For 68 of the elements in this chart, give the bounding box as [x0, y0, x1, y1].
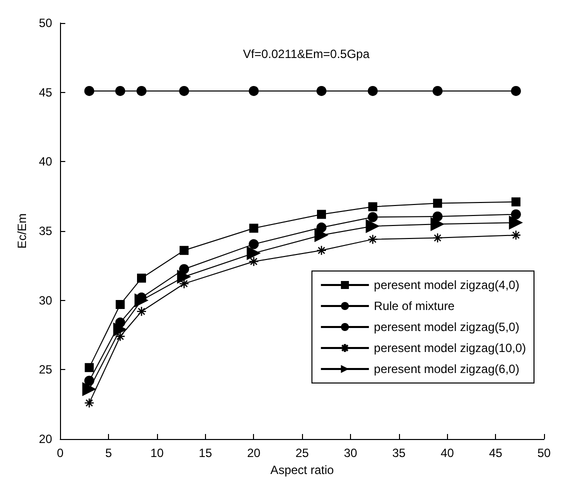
x-tick-label: 45 — [488, 446, 503, 460]
point — [134, 293, 149, 308]
point — [116, 300, 125, 309]
point — [248, 239, 259, 250]
point — [316, 245, 327, 256]
x-tick-label: 0 — [56, 446, 64, 460]
y-tick-label: 25 — [38, 362, 53, 377]
point — [84, 86, 94, 96]
point — [115, 331, 126, 342]
x-tick-label: 35 — [392, 446, 406, 460]
point — [432, 232, 443, 244]
point — [432, 86, 443, 96]
point — [84, 363, 94, 372]
point — [316, 222, 326, 233]
x-tick-label: 50 — [537, 446, 551, 460]
point — [113, 322, 128, 336]
y-tick-label: 50 — [38, 16, 53, 30]
y-tick-label: 45 — [38, 85, 53, 100]
legend-label: peresent model zigzag(5,0) — [374, 320, 520, 334]
legend-label: peresent model zigzag(10,0) — [374, 341, 526, 355]
x-tick-label: 10 — [150, 446, 164, 460]
point — [82, 382, 96, 396]
point — [136, 306, 147, 317]
point — [180, 246, 189, 255]
legend-label: peresent model zigzag(4,0) — [374, 278, 520, 292]
point — [510, 86, 521, 96]
point — [179, 264, 190, 274]
x-axis-title: Aspect ratio — [270, 462, 334, 477]
point — [368, 234, 378, 244]
y-tick-label: 35 — [38, 224, 53, 238]
point — [137, 274, 146, 283]
x-tick-label: 30 — [344, 446, 358, 460]
point — [508, 216, 523, 230]
x-tick-label: 20 — [247, 446, 261, 460]
point — [430, 217, 445, 232]
point — [248, 256, 259, 267]
point — [510, 209, 521, 220]
point — [368, 202, 378, 212]
y-tick-label: 20 — [38, 432, 53, 446]
point — [316, 86, 326, 96]
point — [178, 278, 190, 289]
legend-label: peresent model zigzag(6,0) — [374, 362, 520, 376]
point — [314, 228, 328, 242]
point — [249, 224, 258, 233]
x-tick-label: 15 — [198, 446, 212, 460]
y-tick-label: 30 — [38, 293, 53, 308]
annotation: Vf=0.0211&Em=0.5Gpa — [243, 47, 370, 61]
x-tick-label: 25 — [295, 446, 310, 460]
point — [432, 211, 443, 222]
point — [368, 86, 378, 96]
point — [177, 270, 192, 284]
point — [248, 86, 259, 96]
point — [433, 198, 442, 208]
point — [179, 86, 190, 96]
point — [511, 197, 520, 206]
point — [115, 86, 126, 96]
y-axis-title: Ec/Em — [15, 213, 29, 249]
x-tick-label: 5 — [105, 446, 112, 460]
point — [136, 86, 147, 96]
point — [368, 212, 378, 222]
x-tick-label: 40 — [440, 446, 454, 460]
legend-label: Rule of mixture — [374, 299, 455, 313]
point — [246, 246, 261, 260]
y-tick-label: 40 — [38, 154, 53, 169]
point — [316, 210, 326, 219]
point — [84, 398, 94, 408]
point — [366, 219, 380, 234]
point — [510, 230, 522, 240]
